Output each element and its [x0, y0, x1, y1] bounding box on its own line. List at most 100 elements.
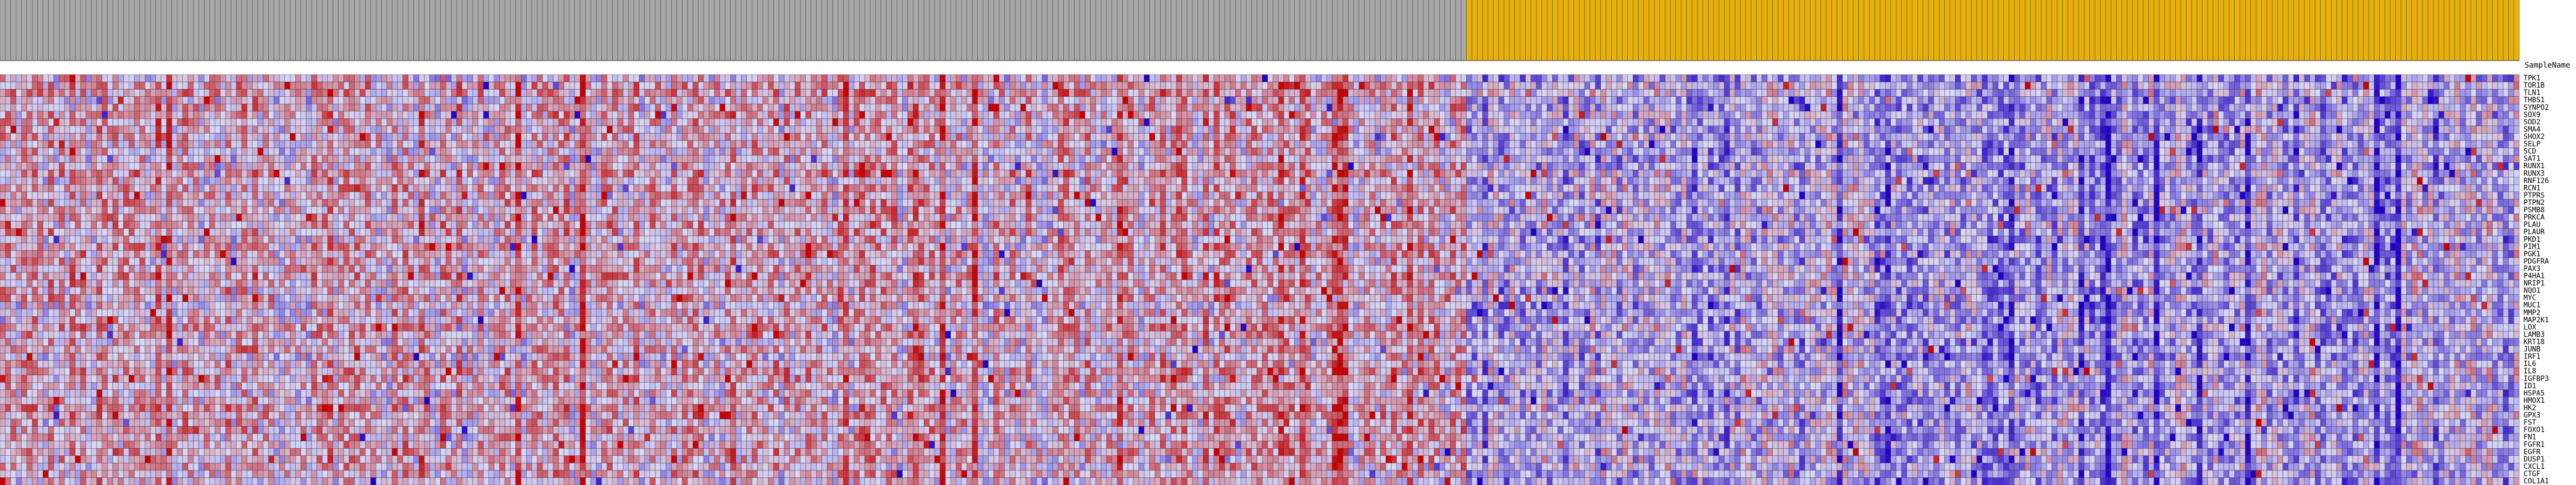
heatmap-cell	[1466, 89, 1472, 97]
heatmap-cell	[1251, 125, 1257, 134]
heatmap-cell	[816, 111, 822, 119]
heatmap-cell	[2347, 133, 2353, 141]
heatmap-cell	[811, 103, 817, 112]
heatmap-cell	[225, 140, 231, 148]
heatmap-cell	[1606, 125, 1612, 134]
heatmap-cell	[1659, 133, 1666, 141]
heatmap-cell	[1439, 133, 1445, 141]
heatmap-cell	[542, 103, 548, 112]
heatmap-cell	[1676, 96, 1681, 104]
heatmap-cell	[966, 82, 972, 90]
heatmap-cell	[1364, 111, 1370, 119]
heatmap-cell	[1289, 133, 1295, 141]
heatmap-cell	[1428, 111, 1435, 119]
heatmap-cell	[897, 133, 903, 141]
heatmap-cell	[515, 74, 521, 82]
heatmap-cell	[596, 89, 602, 97]
heatmap-cell	[225, 89, 231, 97]
heatmap-cell	[1283, 96, 1289, 104]
heatmap-cell	[1117, 82, 1123, 90]
heatmap-cell	[596, 140, 602, 148]
heatmap-cell	[1445, 103, 1451, 112]
heatmap-cell	[2465, 133, 2471, 141]
heatmap-cell	[1793, 133, 1800, 141]
heatmap-cell	[1251, 118, 1257, 127]
heatmap-cell	[1562, 118, 1569, 127]
heatmap-cell	[429, 133, 435, 141]
heatmap-cell	[2245, 89, 2251, 97]
heatmap-cell	[54, 96, 59, 104]
heatmap-cell	[574, 89, 580, 97]
heatmap-cell	[2465, 96, 2471, 104]
heatmap-cell	[2213, 133, 2219, 141]
heatmap-cell	[521, 74, 527, 82]
heatmap-cell	[392, 133, 398, 141]
heatmap-cell	[2105, 103, 2111, 112]
heatmap-cell	[161, 96, 167, 104]
heatmap-cell	[988, 125, 994, 134]
heatmap-cell	[811, 118, 817, 127]
heatmap-cell	[644, 74, 650, 82]
heatmap-cell	[1155, 74, 1161, 82]
heatmap-cell	[1912, 111, 1918, 119]
heatmap-cell	[2336, 111, 2342, 119]
heatmap-cell	[2078, 89, 2084, 97]
heatmap-cell	[1230, 125, 1236, 134]
heatmap-cell	[703, 74, 710, 82]
heatmap-cell	[757, 125, 763, 134]
heatmap-cell	[1815, 82, 1822, 90]
heatmap-cell	[2019, 133, 2025, 141]
heatmap-cell	[505, 74, 511, 82]
heatmap-cell	[1063, 103, 1069, 112]
heatmap-cell	[2041, 125, 2047, 134]
heatmap-cell	[515, 140, 521, 148]
heatmap-cell	[2374, 89, 2380, 97]
heatmap-cell	[446, 82, 452, 90]
heatmap-cell	[2293, 103, 2300, 112]
heatmap-cell	[794, 133, 801, 141]
heatmap-cell	[1450, 74, 1456, 82]
heatmap-cell	[811, 125, 817, 134]
heatmap-cell	[75, 125, 81, 134]
heatmap-cell	[767, 111, 774, 119]
heatmap-cell	[32, 89, 38, 97]
heatmap-cell	[279, 140, 285, 148]
heatmap-cell	[719, 82, 726, 90]
heatmap-cell	[607, 82, 613, 90]
heatmap-cell	[274, 125, 280, 134]
heatmap-cell	[1858, 96, 1864, 104]
heatmap-cell	[483, 111, 489, 119]
heatmap-cell	[1036, 96, 1043, 104]
heatmap-cell	[891, 118, 897, 127]
heatmap-cell	[1793, 82, 1800, 90]
heatmap-cell	[875, 74, 882, 82]
heatmap-cell	[2374, 96, 2380, 104]
heatmap-cell	[1031, 118, 1037, 127]
heatmap-cell	[349, 133, 355, 141]
heatmap-cell	[1369, 125, 1375, 134]
heatmap-cell	[2250, 89, 2256, 97]
heatmap-cell	[666, 103, 672, 112]
heatmap-cell	[1117, 89, 1123, 97]
heatmap-cell	[1584, 125, 1591, 134]
heatmap-cell	[2315, 89, 2321, 97]
heatmap-cell	[1998, 103, 2004, 112]
heatmap-cell	[1573, 82, 1580, 90]
heatmap-cell	[413, 82, 419, 90]
heatmap-cell	[392, 118, 398, 127]
heatmap-cell	[2175, 125, 2181, 134]
heatmap-cell	[1815, 103, 1822, 112]
heatmap-cell	[1036, 133, 1043, 141]
heatmap-cell	[1869, 133, 1875, 141]
heatmap-cell	[1992, 74, 1998, 82]
heatmap-cell	[1767, 96, 1773, 104]
heatmap-cell	[188, 140, 194, 148]
heatmap-cell	[1031, 89, 1037, 97]
heatmap-cell	[1439, 74, 1445, 82]
heatmap-cell	[908, 140, 913, 148]
heatmap-cell	[886, 103, 892, 112]
heatmap-cell	[375, 140, 382, 148]
heatmap-cell	[574, 125, 580, 134]
heatmap-cell	[2401, 89, 2407, 97]
heatmap-cell	[1128, 82, 1134, 90]
